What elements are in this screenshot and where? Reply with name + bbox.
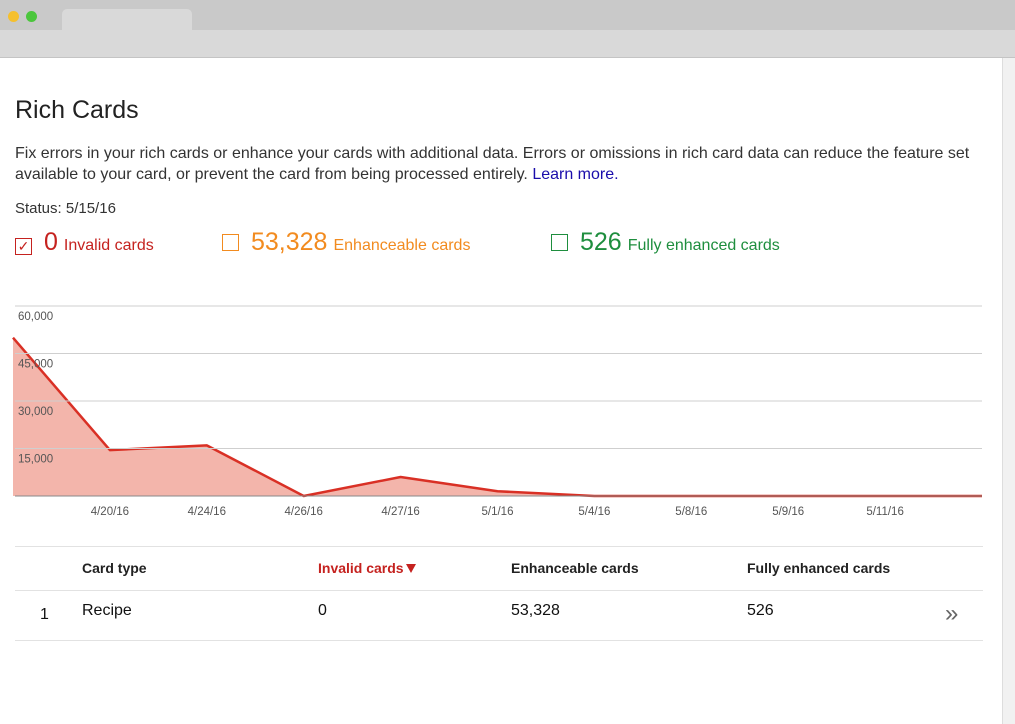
details-button[interactable]: » bbox=[945, 600, 959, 627]
checkbox[interactable]: ✓ bbox=[15, 238, 32, 255]
summary-count: 526 bbox=[580, 228, 622, 256]
column-header[interactable]: Invalid cards bbox=[318, 560, 416, 576]
y-tick-label: 60,000 bbox=[18, 311, 53, 323]
chart: 15,000 30,000 45,000 60,000 4/20/16 4/24/16 4/… bbox=[12, 305, 982, 518]
checkbox[interactable] bbox=[222, 234, 239, 251]
x-tick-label: 5/9/16 bbox=[772, 506, 804, 518]
summary-count: 53,328 bbox=[251, 228, 328, 256]
column-header[interactable]: Enhanceable cards bbox=[511, 560, 639, 576]
y-tick-label: 15,000 bbox=[18, 454, 53, 466]
table-cell: Recipe bbox=[82, 602, 132, 619]
summary-label: Enhanceable cards bbox=[333, 237, 471, 254]
page-title: Rich Cards bbox=[15, 96, 139, 124]
table-cell: 0 bbox=[318, 602, 327, 619]
summary-item[interactable]: ✓ 0 Invalid cards bbox=[15, 228, 154, 257]
summary-item[interactable]: 53,328 Enhanceable cards bbox=[222, 228, 470, 257]
area bbox=[13, 337, 982, 496]
summary-item[interactable]: 526 Fully enhanced cards bbox=[551, 228, 780, 257]
table-rule bbox=[15, 546, 983, 547]
column-header[interactable]: Card type bbox=[82, 560, 147, 576]
table-cell: 1 bbox=[40, 606, 49, 623]
column-header[interactable]: Fully enhanced cards bbox=[747, 560, 891, 576]
x-tick-label: 5/4/16 bbox=[578, 506, 610, 518]
status: Status: 5/15/16 bbox=[15, 200, 116, 217]
table-rule bbox=[15, 640, 983, 641]
summary-count: 0 bbox=[44, 228, 58, 256]
y-tick-label: 30,000 bbox=[18, 406, 53, 418]
window-dot[interactable] bbox=[26, 11, 37, 22]
browser-tab[interactable] bbox=[62, 9, 192, 30]
y-tick-label: 45,000 bbox=[18, 359, 53, 371]
x-tick-label: 4/24/16 bbox=[188, 506, 226, 518]
x-tick-label: 4/27/16 bbox=[381, 506, 419, 518]
description-text: Fix errors in your rich cards or enhance… bbox=[15, 145, 970, 183]
table-rule bbox=[15, 590, 983, 591]
learn-more-link[interactable]: Learn more. bbox=[532, 166, 619, 183]
frame-edge bbox=[1002, 58, 1015, 724]
table-cell: 526 bbox=[747, 602, 774, 619]
table-cell: 53,328 bbox=[511, 602, 560, 619]
x-tick-label: 4/20/16 bbox=[91, 506, 129, 518]
x-tick-label: 5/11/16 bbox=[866, 506, 904, 518]
summary-label: Fully enhanced cards bbox=[627, 237, 780, 254]
window-dot[interactable] bbox=[8, 11, 19, 22]
description: Fix errors in your rich cards or enhance… bbox=[15, 143, 990, 185]
x-tick-label: 5/1/16 bbox=[482, 506, 514, 518]
x-tick-label: 4/26/16 bbox=[285, 506, 323, 518]
checkbox[interactable] bbox=[551, 234, 568, 251]
summary-label: Invalid cards bbox=[63, 237, 154, 254]
x-tick-label: 5/8/16 bbox=[675, 506, 707, 518]
